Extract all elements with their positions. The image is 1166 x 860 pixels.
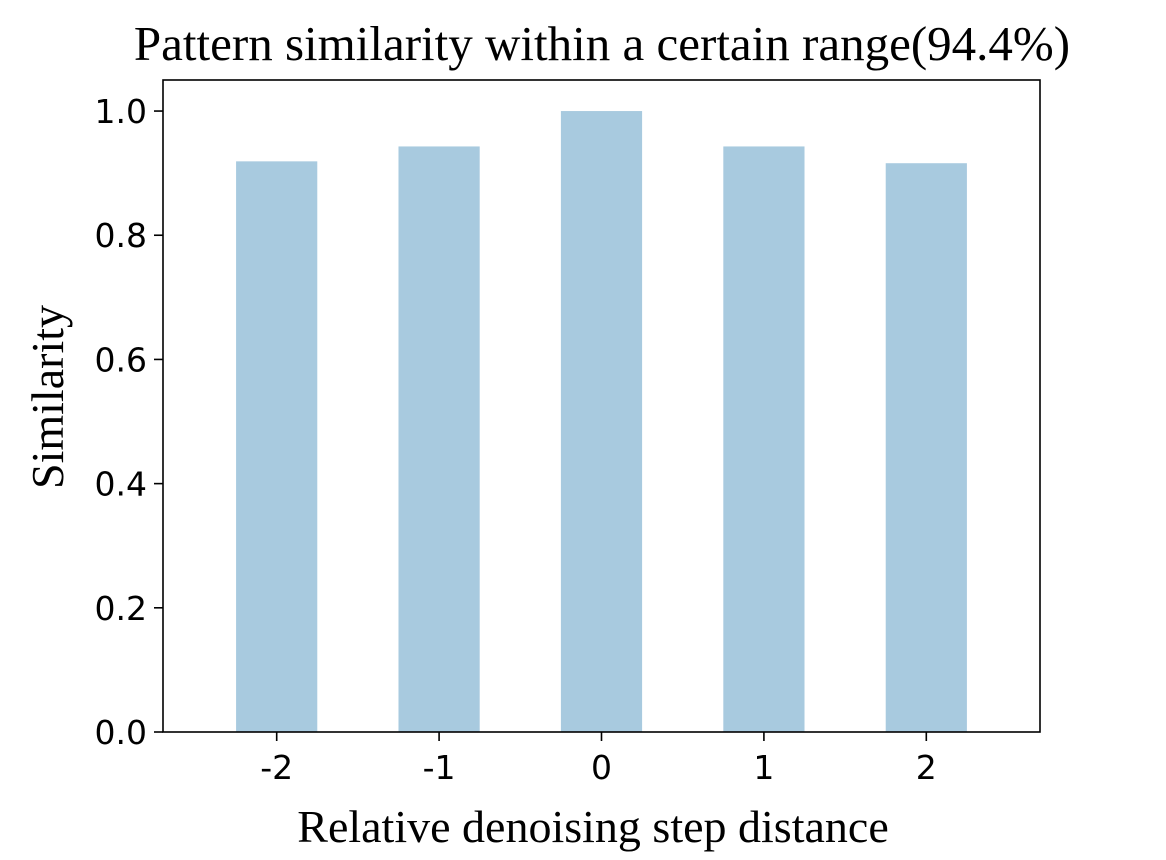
x-tick-label: -1 xyxy=(423,748,456,787)
y-tick-label: 0.4 xyxy=(95,465,147,504)
bars xyxy=(236,111,967,733)
y-axis: 0.0 0.2 0.4 0.6 0.8 1.0 xyxy=(95,92,163,752)
x-axis-label: Relative denoising step distance xyxy=(297,801,888,852)
bar-1 xyxy=(723,146,805,732)
y-tick-label: 0.0 xyxy=(95,713,147,752)
chart-title: Pattern similarity within a certain rang… xyxy=(134,16,1070,71)
plot-area: 0.0 0.2 0.4 0.6 0.8 1.0 -2 -1 0 1 2 xyxy=(95,79,1041,787)
y-tick-label: 1.0 xyxy=(95,92,147,131)
x-tick-label: 1 xyxy=(753,748,774,787)
x-axis: -2 -1 0 1 2 xyxy=(260,732,937,787)
y-axis-label: Similarity xyxy=(22,305,73,489)
y-tick-label: 0.6 xyxy=(95,340,147,379)
bar-0 xyxy=(560,111,643,733)
bar-2 xyxy=(885,163,967,732)
y-tick-label: 0.2 xyxy=(95,589,147,628)
bar--1 xyxy=(398,146,480,732)
x-tick-label: 0 xyxy=(591,748,612,787)
x-tick-label: -2 xyxy=(260,748,293,787)
y-tick-label: 0.8 xyxy=(95,216,147,255)
x-tick-label: 2 xyxy=(916,748,937,787)
bar--2 xyxy=(236,161,318,733)
